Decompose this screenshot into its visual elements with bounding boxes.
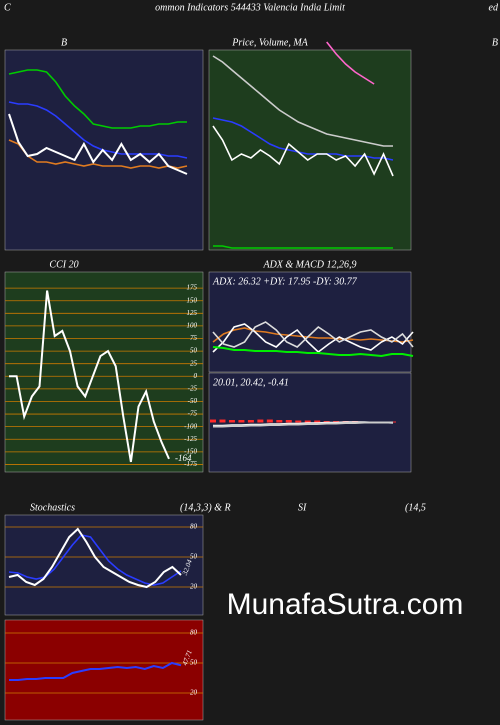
panel-title: CCI 20 (49, 259, 78, 270)
panel-title: B (61, 37, 67, 48)
series-line (212, 55, 393, 147)
panel (4, 619, 204, 721)
y-tick-label: 20 (190, 689, 198, 697)
panel-title: Price, Volume, MA (231, 37, 308, 48)
macd-histogram-bar (219, 419, 226, 423)
macd-histogram-bar (257, 419, 264, 423)
y-tick-label: -50 (188, 397, 198, 405)
watermark: MunafaSutra.com (227, 588, 464, 621)
panel (4, 271, 204, 473)
panel-subtitle: ADX: 26.32 +DY: 17.95 -DY: 30.77 (212, 276, 358, 287)
y-tick-label: -175 (184, 460, 197, 468)
right-panel-title: B (492, 37, 498, 48)
series-line (8, 101, 188, 159)
header-left: C (4, 2, 11, 13)
rsi-title: SI (298, 502, 307, 513)
macd-histogram-bar (285, 420, 292, 423)
series-line (212, 346, 414, 358)
y-tick-label: 20 (190, 583, 198, 591)
series-line (213, 245, 393, 249)
y-tick-label: 175 (187, 284, 198, 292)
macd-histogram-bar (228, 420, 235, 423)
series-line (326, 41, 375, 85)
macd-histogram-bar (304, 420, 311, 423)
rsi-params: (14,5 (405, 502, 426, 513)
series-line (8, 139, 188, 169)
panel-title: ADX & MACD 12,26,9 (262, 259, 356, 270)
series-line (212, 323, 414, 354)
y-tick-label: 75 (190, 334, 198, 342)
y-tick-label: 50 (190, 659, 198, 667)
y-tick-label: 50 (190, 347, 198, 355)
panel (4, 514, 204, 616)
series-line (212, 327, 414, 343)
y-tick-label: 125 (187, 309, 198, 317)
macd-histogram-bar (247, 420, 254, 423)
y-tick-label: -25 (188, 384, 198, 392)
macd-histogram-bar (266, 419, 273, 423)
y-tick-label: -125 (184, 435, 197, 443)
y-tick-label: 50 (190, 553, 198, 561)
stoch-title: Stochastics (30, 502, 75, 513)
y-tick-label: 80 (190, 523, 198, 531)
stoch-params: (14,3,3) & R (180, 502, 231, 513)
macd-histogram-bar (314, 420, 321, 423)
series-line (9, 661, 182, 681)
y-tick-label: 100 (187, 322, 198, 330)
macd-histogram-bar (295, 420, 302, 423)
panel-subtitle: 20.01, 20.42, -0.41 (213, 377, 289, 388)
series-line (8, 69, 187, 129)
value-label: -164 (175, 453, 192, 463)
series-line (9, 290, 170, 463)
y-tick-label: 25 (190, 359, 198, 367)
y-tick-label: 80 (190, 629, 198, 637)
y-tick-label: -100 (184, 422, 197, 430)
series-line (212, 125, 394, 177)
y-tick-label: -150 (184, 447, 197, 455)
macd-histogram-bar (238, 420, 245, 423)
macd-histogram-bar (210, 419, 216, 423)
y-tick-label: 0 (194, 372, 198, 380)
series-line (8, 527, 182, 589)
header-right: ed (489, 2, 499, 13)
header-title: ommon Indicators 544433 Valencia India L… (155, 2, 345, 13)
macd-histogram-bar (276, 420, 283, 423)
panel (208, 49, 412, 251)
series-line (8, 113, 188, 175)
series-line (213, 421, 393, 428)
y-tick-label: 150 (187, 296, 198, 304)
y-tick-label: -75 (188, 410, 198, 418)
series-line (212, 321, 414, 348)
